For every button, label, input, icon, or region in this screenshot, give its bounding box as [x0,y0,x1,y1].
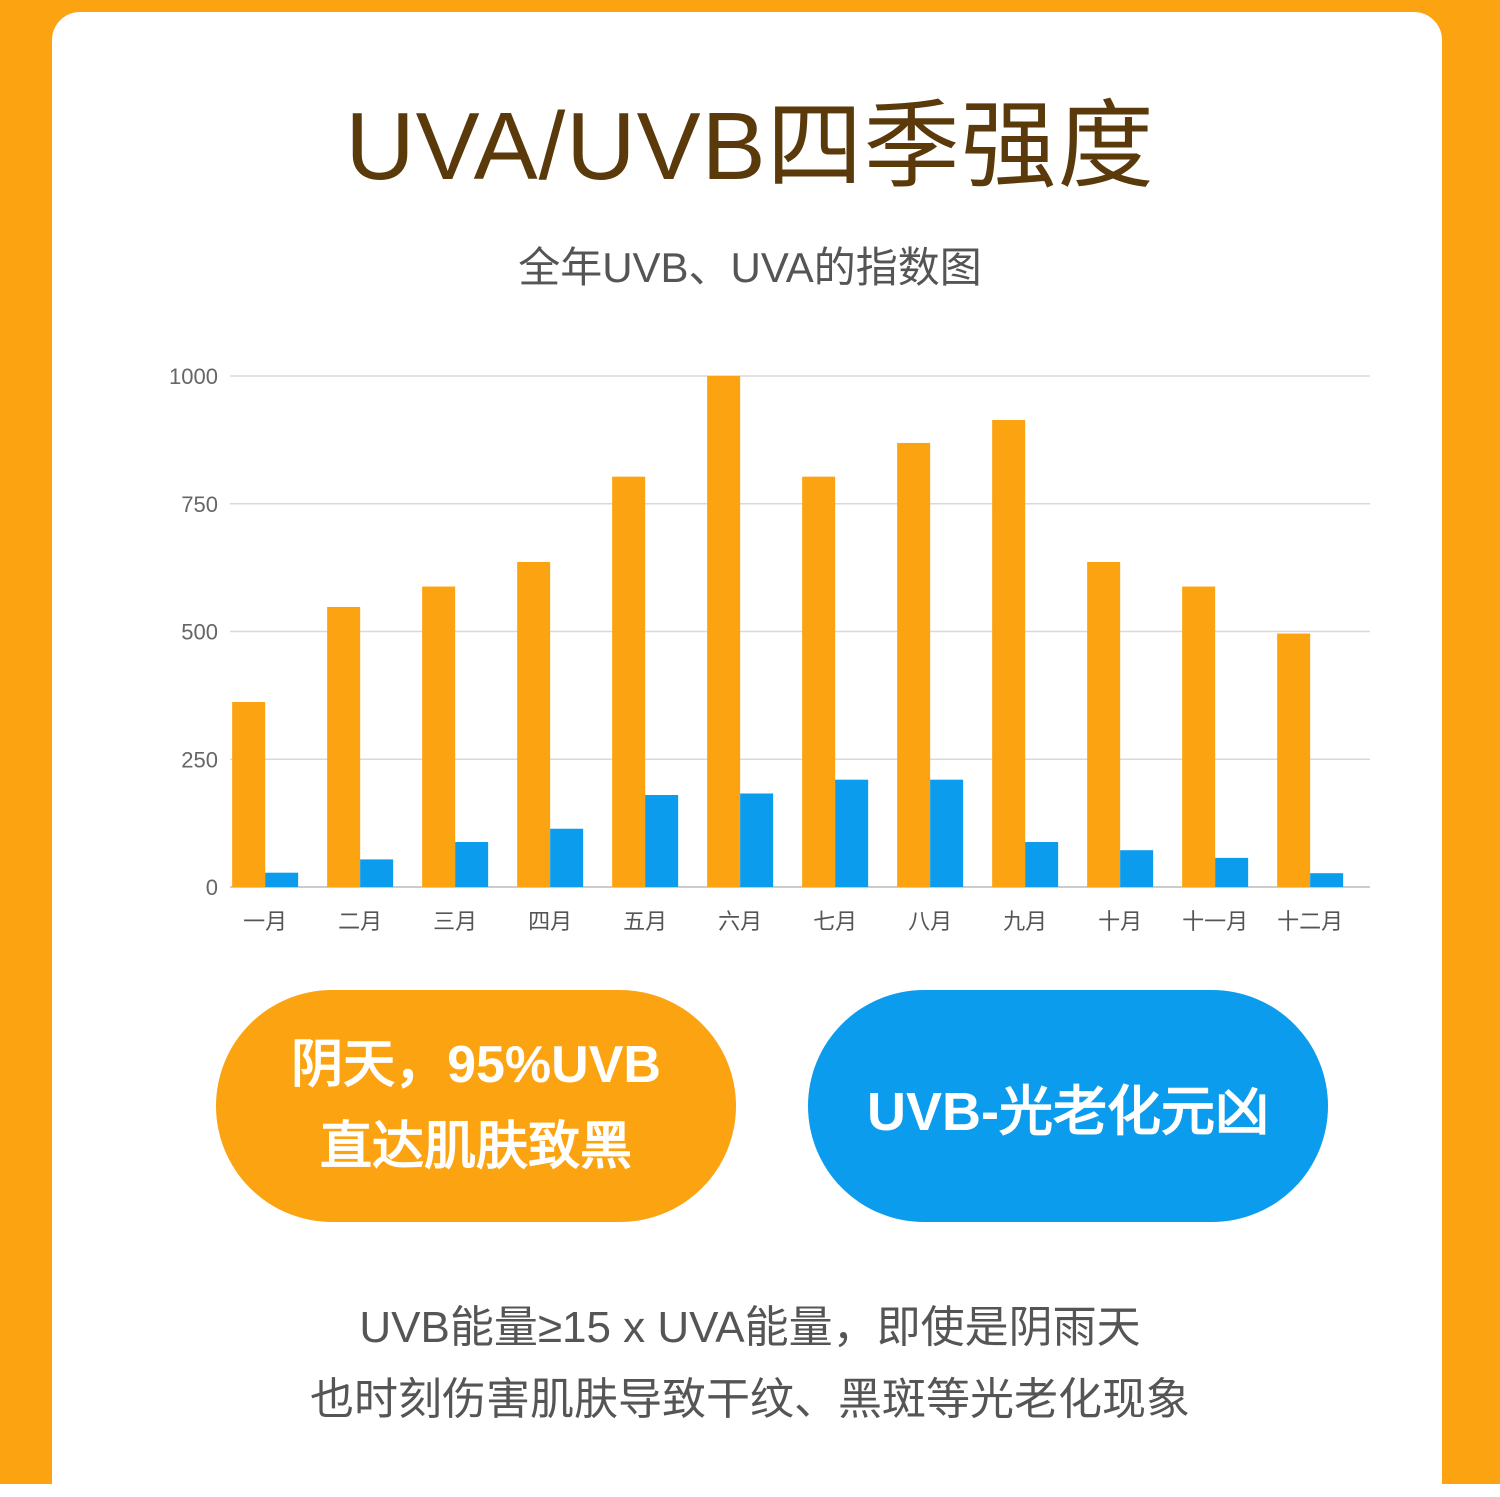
footer-line-2: 也时刻伤害肌肤导致干纹、黑斑等光老化现象 [310,1375,1190,1424]
uvb-bar [1310,873,1344,887]
page-title: UVA/UVB四季强度 [345,93,1155,200]
uvb-bar [1120,850,1154,887]
uva-bar [897,442,931,887]
footer-note: UVB能量≥15 x UVA能量，即使是阴雨天 也时刻伤害肌肤导致干纹、黑斑等光… [0,1292,1500,1436]
photoaging-callout: UVB-光老化元凶 [808,990,1328,1222]
uva-bar [1277,633,1311,887]
uva-bar [232,702,266,887]
uva-bar [517,562,551,887]
x-tick-label: 二月 [338,909,382,934]
uvb-bar [1025,842,1059,887]
uva-bar [612,476,646,887]
cloudy-uvb-callout-line2: 直达肌肤致黑 [319,1118,632,1176]
uvb-bar [645,795,679,887]
x-tick-label: 四月 [528,909,572,934]
uvb-bar [550,828,584,887]
uvb-bar [265,872,299,887]
bottom-strip [0,1484,1500,1497]
footer-line-1: UVB能量≥15 x UVA能量，即使是阴雨天 [359,1303,1141,1352]
x-tick-label: 十二月 [1277,909,1343,934]
uva-bar [707,376,741,887]
x-tick-label: 六月 [718,909,762,934]
x-tick-label: 十一月 [1182,909,1248,934]
uvb-bar [455,842,489,887]
cloudy-uvb-callout-line1: 阴天，95%UVB [291,1036,661,1094]
x-tick-label: 三月 [433,909,477,934]
x-tick-label: 九月 [1003,909,1047,934]
uvb-bar [740,793,774,887]
uvb-bar [835,779,869,887]
x-tick-label: 七月 [813,909,857,934]
x-tick-label: 十月 [1098,909,1142,934]
x-tick-label: 八月 [908,909,952,934]
uva-bar [1087,562,1121,887]
uvb-bar [930,779,964,887]
y-tick-label: 1000 [169,364,218,389]
chart-subtitle: 全年UVB、UVA的指数图 [518,244,982,291]
uva-bar [422,586,456,887]
uva-bar [802,476,836,887]
uv-bar-chart: 0 250 500 750 1000 一月 二月 三月 四月 五月 六月 七月 八月 九月 十月 十一月 十二月 [169,364,1370,934]
uva-bar [327,606,361,887]
x-tick-label: 五月 [623,909,667,934]
uvb-bar [1215,857,1249,887]
cloudy-uvb-callout: 阴天，95%UVB 直达肌肤致黑 [216,990,736,1222]
uva-bar [1182,586,1216,887]
uvb-bar [360,859,394,887]
x-tick-label: 一月 [243,909,287,934]
y-tick-label: 250 [181,747,218,772]
y-tick-label: 750 [181,492,218,517]
uva-bar [992,419,1026,887]
y-tick-label: 500 [181,620,218,645]
y-tick-label: 0 [206,875,218,900]
photoaging-callout-text: UVB-光老化元凶 [867,1081,1269,1142]
